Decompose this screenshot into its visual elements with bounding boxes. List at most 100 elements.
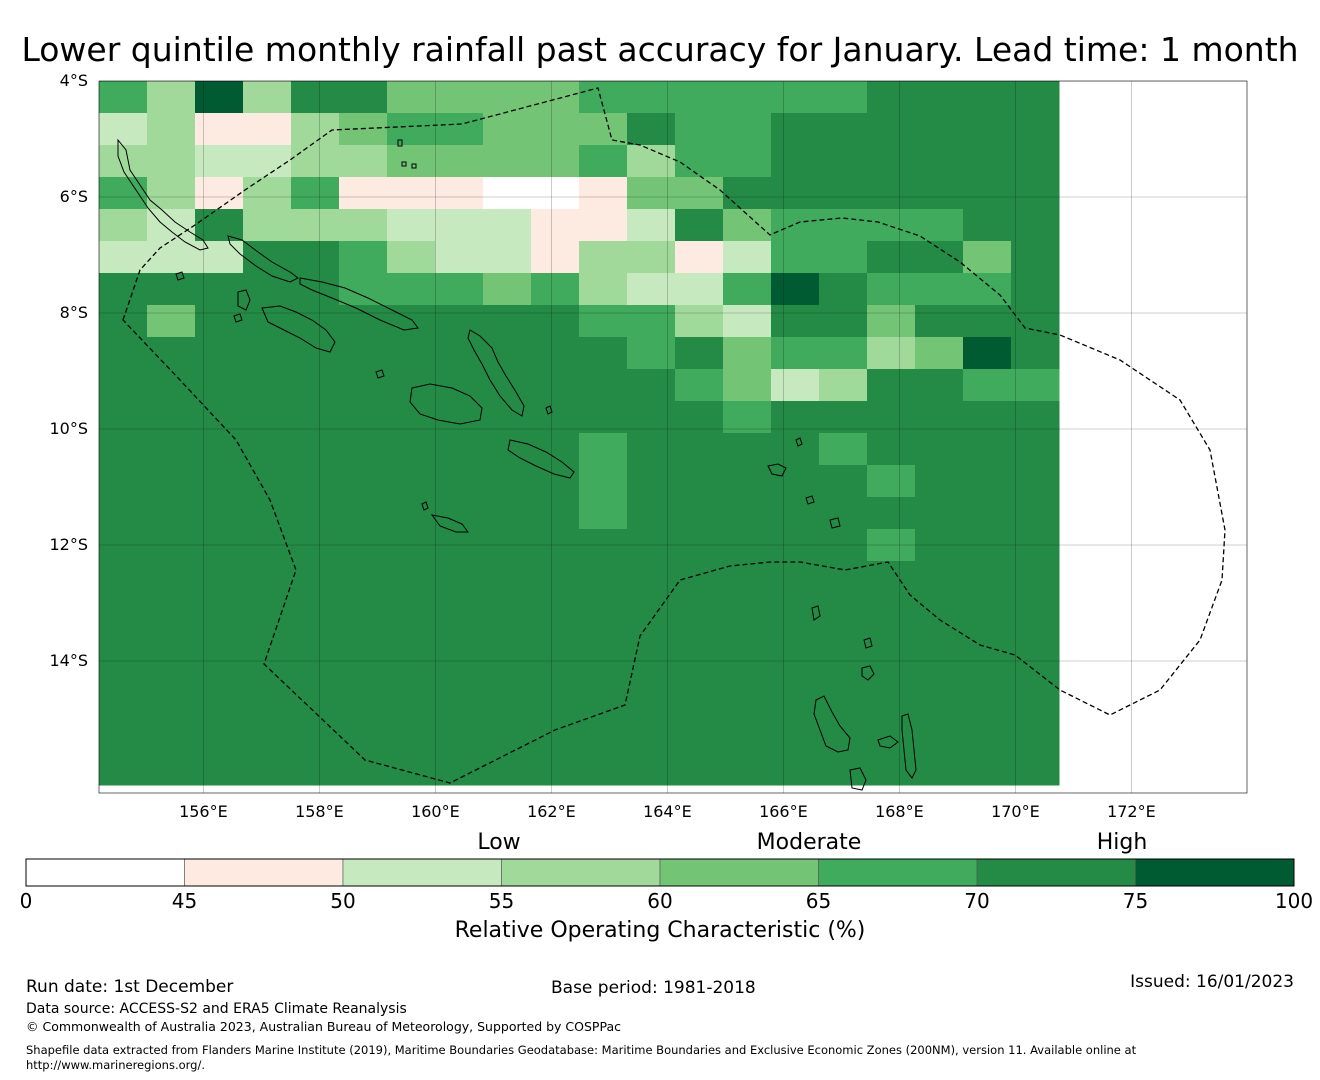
grid-cell [1011,625,1060,658]
grid-cell [627,113,676,146]
grid-cell [627,369,676,402]
latitude-label: 10°S [49,419,88,438]
grid-cell [195,721,244,754]
grid-cell [195,561,244,594]
grid-cell [339,337,388,370]
grid-cell [579,497,628,530]
grid-cell [387,113,436,146]
grid-cell [291,497,340,530]
grid-cell [819,113,868,146]
grid-cell [435,209,484,242]
grid-cell [675,241,724,274]
grid-cell [723,753,772,786]
grid-cell [771,145,820,178]
grid-cell [867,113,916,146]
grid-cell [483,81,532,114]
grid-cell [627,529,676,562]
longitude-label: 160°E [411,802,460,821]
grid-cell [819,657,868,690]
grid-cell [1011,465,1060,498]
grid-cell [435,401,484,434]
grid-cell [723,433,772,466]
grid-cell [483,337,532,370]
grid-cell [339,529,388,562]
grid-cell [195,689,244,722]
grid-cell [531,177,580,210]
solomon-small-islands [175,271,815,511]
map-title: Lower quintile monthly rainfall past acc… [21,30,1299,69]
grid-cell [483,241,532,274]
grid-cell [771,689,820,722]
grid-cell [243,401,292,434]
grid-cell [339,561,388,594]
grid-cell [483,689,532,722]
grid-cell [723,401,772,434]
grid-cell [723,529,772,562]
grid-cell [579,369,628,402]
grid-cell [1011,497,1060,530]
banks-islands [861,637,875,681]
grid-cell [99,593,148,626]
grid-cell [483,177,532,210]
colorbar-tick-label: 65 [805,889,832,913]
grid-cell [867,81,916,114]
grid-cell [1011,401,1060,434]
grid-cell [387,593,436,626]
grid-cell [627,721,676,754]
grid-cell [339,721,388,754]
grid-cell [387,753,436,786]
solomon-islands-eez [122,87,1226,784]
grid-cell [963,145,1012,178]
grid-cell [99,689,148,722]
grid-cell [963,465,1012,498]
grid-cell [531,369,580,402]
grid-cell [339,657,388,690]
grid-cell [771,593,820,626]
grid-cell [243,433,292,466]
grid-cell [291,529,340,562]
grid-cell [915,113,964,146]
grid-cell [99,209,148,242]
grid-cell [867,145,916,178]
colorbar-tick-label: 100 [1274,889,1314,913]
grid-cell [627,177,676,210]
grid-cell [771,337,820,370]
grid-cell [915,209,964,242]
grid-cell [867,369,916,402]
grid-cell [819,689,868,722]
colorbar-segment [818,858,978,887]
grid-cell [99,465,148,498]
grid-cell [435,241,484,274]
grid-cell [819,305,868,338]
longitude-label: 172°E [1107,802,1156,821]
colorbar-segment [25,858,185,887]
grid-cell [99,657,148,690]
grid-cell [483,209,532,242]
grid-cell [99,497,148,530]
grid-cell [147,145,196,178]
grid-cell [243,113,292,146]
grid-cell [675,561,724,594]
grid-cell [147,529,196,562]
grid-cell [723,657,772,690]
grid-cell [723,305,772,338]
grid-cell [531,241,580,274]
grid-cell [675,273,724,306]
grid-cell [243,465,292,498]
grid-cell [243,337,292,370]
grid-cell [579,721,628,754]
longitude-label: 162°E [527,802,576,821]
colorbar-segment [342,858,502,887]
grid-cell [339,433,388,466]
grid-cell [771,81,820,114]
grid-cell [387,625,436,658]
grid-cell [435,593,484,626]
santa-cruz-island [767,463,787,477]
grid-cell [867,273,916,306]
grid-cell [723,369,772,402]
grid-cell [771,273,820,306]
grid-cell [771,209,820,242]
grid-cell [243,81,292,114]
grid-cell [147,689,196,722]
